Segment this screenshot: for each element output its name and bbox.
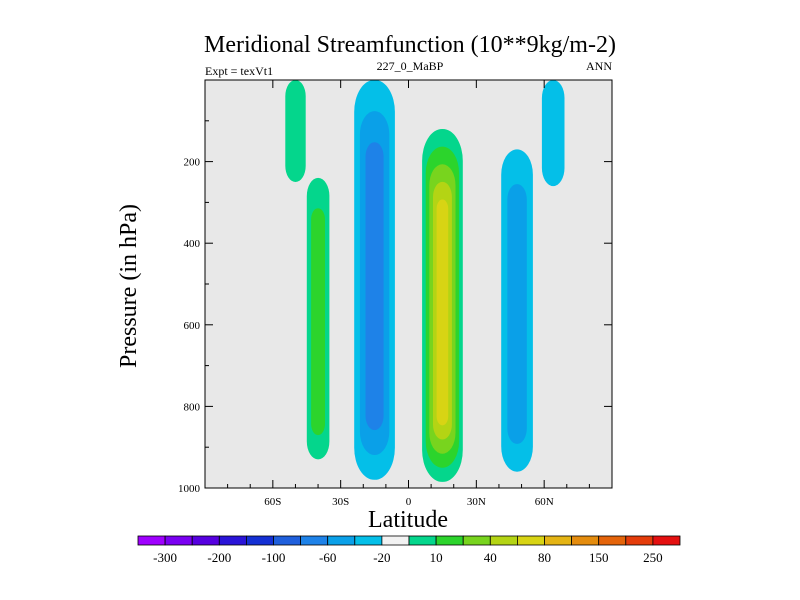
colorbar-label: -200 (207, 550, 231, 565)
colorbar: -300 -200 -100 -60 -20 10 40 80 150 250 (137, 535, 681, 565)
colorbar-swatch (273, 535, 302, 546)
y-axis-label: Pressure (in hPa) (116, 204, 142, 368)
center-string: 227_0_MaBP (377, 59, 444, 73)
colorbar-swatch (164, 535, 193, 546)
contour-nh-polar-level--20 (541, 80, 565, 187)
contour-fill-layer (285, 80, 565, 482)
colorbar-label: 40 (484, 550, 497, 565)
colorbar-swatch (625, 535, 654, 546)
colorbar-swatch (191, 535, 220, 546)
colorbar-label: 150 (589, 550, 609, 565)
x-tick-label: 30S (332, 496, 349, 508)
colorbar-swatch (408, 535, 437, 546)
y-tick-label: 1000 (178, 483, 201, 495)
colorbar-swatch (571, 535, 600, 546)
colorbar-swatch (137, 535, 166, 546)
x-axis-label: Latitude (368, 507, 448, 533)
x-tick-label: 60N (535, 496, 554, 508)
right-string: ANN (586, 59, 612, 73)
colorbar-swatch (354, 535, 383, 546)
colorbar-label: -300 (153, 550, 177, 565)
colorbar-swatch (598, 535, 627, 546)
colorbar-label: -100 (262, 550, 286, 565)
y-tick-label: 600 (184, 320, 201, 332)
colorbar-label: -60 (319, 550, 336, 565)
x-tick-label: 60S (264, 496, 281, 508)
colorbar-swatch (435, 535, 464, 546)
colorbar-label: -20 (373, 550, 390, 565)
axis-ticks: 60S 30S 0 30N 60N 200 400 600 800 1000 (178, 80, 612, 508)
colorbar-swatch (381, 535, 410, 546)
x-tick-label: 0 (406, 496, 412, 508)
colorbar-swatch (300, 535, 329, 546)
x-tick-label: 30N (467, 496, 486, 508)
colorbar-label: 10 (430, 550, 443, 565)
y-tick-label: 200 (184, 157, 201, 169)
colorbar-label: 80 (538, 550, 551, 565)
colorbar-swatch (245, 535, 274, 546)
colorbar-swatch (462, 535, 491, 546)
contour-sh-hadley-level--100 (365, 142, 384, 431)
colorbar-swatch (489, 535, 518, 546)
contour-sh-polar-weak-level-10 (285, 80, 306, 182)
colorbar-swatch (517, 535, 545, 546)
chart-title: Meridional Streamfunction (10**9kg/m-2) (204, 32, 616, 58)
contour-nh-hadley-level-190 (436, 199, 449, 426)
colorbar-swatch (544, 535, 573, 546)
colorbar-swatch (652, 535, 681, 546)
colorbar-swatch (218, 535, 247, 546)
colorbar-label: 250 (643, 550, 663, 565)
colorbar-swatch (327, 535, 356, 546)
y-tick-label: 800 (184, 401, 201, 413)
contour-sh-ferrel-level-40 (311, 208, 325, 436)
left-string: Expt = texVt1 (205, 64, 273, 78)
y-tick-label: 400 (184, 238, 201, 250)
contour-nh-ferrel-level--60 (507, 184, 527, 444)
